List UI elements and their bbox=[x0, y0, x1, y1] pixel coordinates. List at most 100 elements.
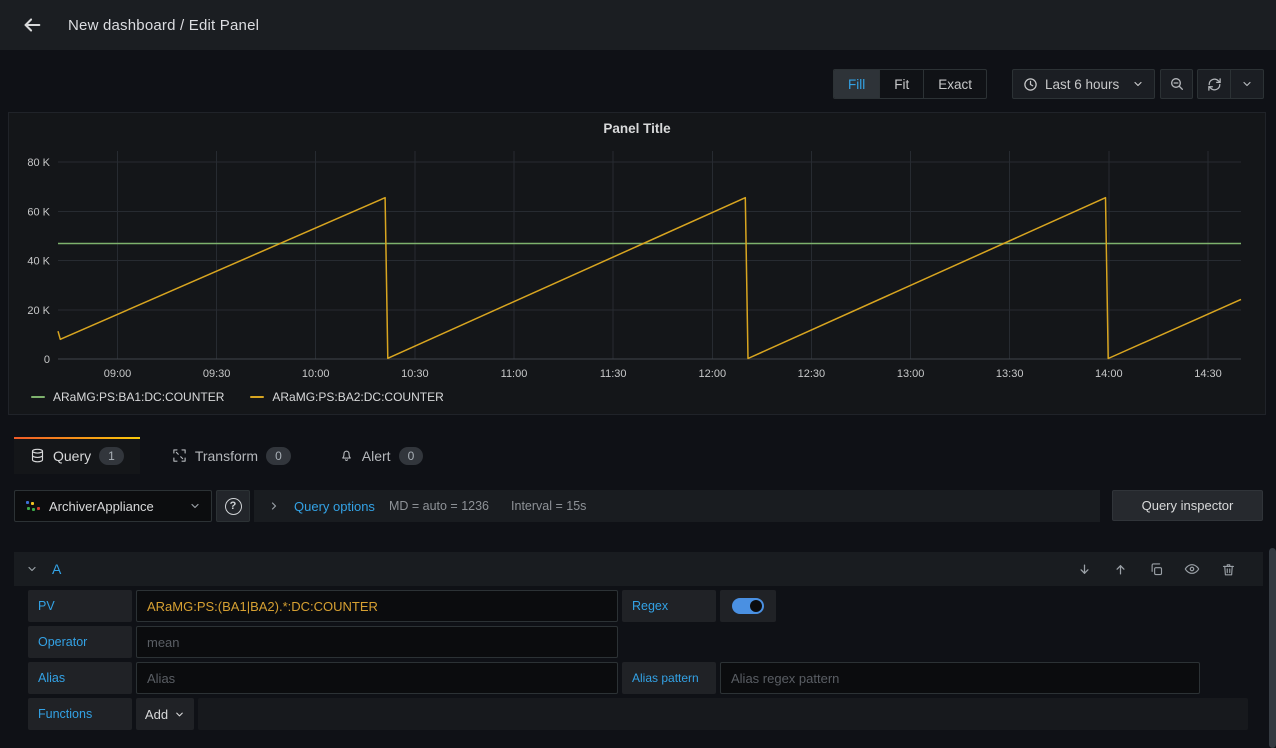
legend-label: ARaMG:PS:BA2:DC:COUNTER bbox=[272, 390, 444, 404]
query-inspector-button[interactable]: Query inspector bbox=[1112, 490, 1263, 521]
editor-tabs: Query 1 Transform 0 Alert 0 bbox=[14, 437, 439, 474]
collapse-chevron-icon[interactable] bbox=[26, 563, 38, 575]
y-tick-label: 20 K bbox=[27, 305, 50, 317]
operator-field-label: Operator bbox=[28, 626, 132, 658]
toggle-query-visibility-button[interactable] bbox=[1181, 558, 1203, 580]
legend-item-series-1[interactable]: ARaMG:PS:BA1:DC:COUNTER bbox=[31, 390, 224, 404]
x-tick-label: 09:30 bbox=[203, 368, 231, 380]
datasource-name: ArchiverAppliance bbox=[49, 498, 154, 514]
arrow-left-icon bbox=[24, 18, 41, 32]
alert-count-badge: 0 bbox=[398, 446, 424, 465]
arrow-down-icon bbox=[1079, 564, 1089, 574]
timeseries-chart-canvas[interactable]: 09:00 09:30 10:00 10:30 11:00 11:30 12:00 12:30… bbox=[9, 141, 1265, 389]
x-tick-label: 09:00 bbox=[104, 368, 132, 380]
toggle-knob bbox=[750, 600, 762, 612]
datasource-help-button[interactable]: ? bbox=[216, 490, 250, 522]
x-tick-label: 13:00 bbox=[897, 368, 925, 380]
copy-icon bbox=[1151, 562, 1162, 575]
time-range-picker[interactable]: Last 6 hours bbox=[1012, 69, 1155, 99]
tab-query[interactable]: Query 1 bbox=[14, 437, 140, 474]
clock-icon bbox=[1024, 77, 1037, 91]
breadcrumb-title: New dashboard / Edit Panel bbox=[68, 16, 260, 34]
legend-label: ARaMG:PS:BA1:DC:COUNTER bbox=[53, 390, 225, 404]
chevron-down-icon bbox=[191, 503, 199, 509]
chart-legend: ARaMG:PS:BA1:DC:COUNTER ARaMG:PS:BA2:DC:… bbox=[31, 390, 444, 404]
scrollbar-thumb[interactable] bbox=[1269, 548, 1276, 748]
alias-field-label: Alias bbox=[28, 662, 132, 694]
move-query-down-button[interactable] bbox=[1073, 558, 1095, 580]
y-tick-label: 80 K bbox=[27, 157, 50, 169]
exact-mode-button[interactable]: Exact bbox=[923, 70, 986, 98]
delete-query-button[interactable] bbox=[1217, 558, 1239, 580]
tab-label: Query bbox=[53, 447, 92, 464]
y-tick-label: 0 bbox=[44, 354, 50, 366]
refresh-icon bbox=[1207, 77, 1221, 91]
functions-row-strip bbox=[198, 698, 1248, 730]
timeseries-panel: Panel Title 09:00 09:30 10:00 10:30 11:00 11:… bbox=[8, 112, 1266, 415]
legend-item-series-2[interactable]: ARaMG:PS:BA2:DC:COUNTER bbox=[250, 390, 444, 404]
x-tick-label: 10:00 bbox=[302, 368, 330, 380]
query-row-actions bbox=[1073, 558, 1239, 580]
series-color-dash bbox=[31, 396, 45, 398]
query-options-label: Query options bbox=[294, 498, 375, 514]
duplicate-query-button[interactable] bbox=[1145, 558, 1167, 580]
alias-input[interactable] bbox=[136, 662, 618, 694]
refresh-interval-dropdown[interactable] bbox=[1231, 69, 1264, 99]
chevron-down-icon bbox=[1134, 81, 1142, 87]
datasource-picker[interactable]: ArchiverAppliance bbox=[14, 490, 212, 522]
operator-input[interactable] bbox=[136, 626, 618, 658]
top-navbar: New dashboard / Edit Panel bbox=[0, 0, 1276, 50]
functions-field-label: Functions bbox=[28, 698, 132, 730]
transform-count-badge: 0 bbox=[266, 446, 291, 465]
x-tick-label: 14:30 bbox=[1194, 368, 1222, 380]
regex-field-label: Regex bbox=[622, 590, 716, 622]
chevron-down-icon bbox=[176, 712, 183, 716]
pv-input[interactable] bbox=[136, 590, 618, 622]
tab-alert[interactable]: Alert 0 bbox=[323, 437, 439, 474]
fit-mode-button[interactable]: Fit bbox=[879, 70, 923, 98]
add-function-button[interactable]: Add bbox=[136, 698, 194, 730]
tab-label: Alert bbox=[361, 447, 391, 464]
time-range-label: Last 6 hours bbox=[1045, 76, 1120, 92]
panel-title: Panel Title bbox=[603, 121, 671, 136]
display-mode-group: Fill Fit Exact bbox=[833, 69, 988, 99]
x-tick-label: 14:00 bbox=[1095, 368, 1123, 380]
alias-pattern-field-label: Alias pattern bbox=[622, 662, 716, 694]
x-tick-label: 11:30 bbox=[600, 368, 627, 380]
tab-label: Transform bbox=[194, 447, 259, 464]
series-color-dash bbox=[250, 396, 265, 398]
refresh-button[interactable] bbox=[1197, 69, 1231, 99]
query-count-badge: 1 bbox=[99, 446, 124, 465]
add-function-label: Add bbox=[144, 706, 169, 722]
alias-pattern-input[interactable] bbox=[720, 662, 1200, 694]
eye-icon bbox=[1184, 564, 1200, 574]
series-line-2 bbox=[57, 196, 1242, 360]
y-tick-label: 40 K bbox=[27, 256, 50, 268]
x-tick-label: 11:00 bbox=[501, 368, 528, 380]
back-button[interactable] bbox=[16, 9, 48, 41]
query-options-bar[interactable]: Query options MD = auto = 1236 Interval … bbox=[254, 490, 1100, 522]
bell-icon bbox=[339, 448, 354, 463]
move-query-up-button[interactable] bbox=[1109, 558, 1131, 580]
zoom-out-button[interactable] bbox=[1160, 69, 1193, 99]
magnifier-minus-icon bbox=[1170, 78, 1183, 90]
chevron-right-icon bbox=[271, 502, 277, 510]
query-row-header[interactable]: A bbox=[14, 552, 1263, 586]
fill-mode-button[interactable]: Fill bbox=[834, 70, 880, 98]
interval-text: Interval = 15s bbox=[511, 499, 587, 513]
x-tick-label: 12:00 bbox=[699, 368, 727, 380]
tab-transform[interactable]: Transform 0 bbox=[156, 437, 307, 474]
trash-icon bbox=[1222, 563, 1234, 575]
chevron-down-icon bbox=[1243, 81, 1251, 87]
query-ref-id: A bbox=[52, 561, 62, 577]
transform-icon bbox=[172, 448, 187, 463]
regex-toggle[interactable] bbox=[720, 590, 776, 622]
arrow-up-icon bbox=[1115, 564, 1125, 574]
pv-field-label: PV bbox=[28, 590, 132, 622]
max-data-points-text: MD = auto = 1236 bbox=[388, 499, 490, 513]
y-tick-label: 60 K bbox=[27, 206, 50, 218]
question-mark-icon: ? bbox=[224, 497, 242, 515]
toggle-track bbox=[732, 598, 764, 614]
archiver-appliance-logo bbox=[25, 500, 40, 512]
